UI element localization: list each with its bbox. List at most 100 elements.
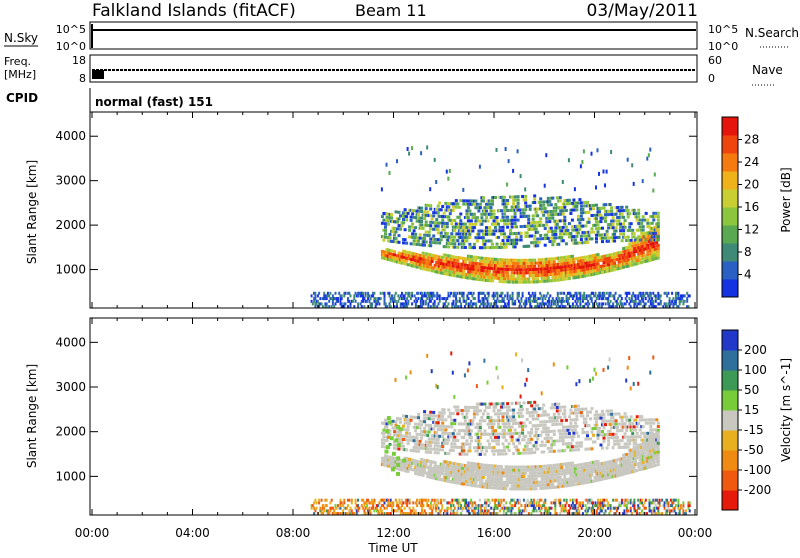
echo-cell: [483, 473, 486, 476]
echo-cell: [328, 294, 330, 297]
echo-cell: [636, 262, 639, 265]
echo-cell: [459, 300, 461, 303]
echo-cell: [679, 302, 681, 305]
echo-cell: [601, 227, 604, 230]
echo-cell: [482, 413, 485, 416]
echo-cell: [455, 302, 457, 305]
echo-cell: [544, 410, 547, 413]
echo-cell: [631, 163, 633, 167]
echo-cell: [547, 483, 550, 486]
echo-cell: [588, 211, 591, 214]
echo-cell: [586, 434, 589, 437]
freq-tick-top: 18: [72, 54, 86, 67]
echo-cell: [497, 236, 500, 239]
echo-cell: [636, 240, 639, 243]
echo-cell: [526, 408, 529, 411]
echo-cell: [441, 418, 444, 421]
echo-cell: [348, 292, 350, 295]
echo-cell: [395, 210, 398, 213]
echo-cell: [511, 222, 514, 225]
echo-cell: [541, 258, 544, 261]
echo-cell: [569, 477, 572, 480]
echo-cell: [470, 292, 472, 295]
echo-cell: [416, 243, 419, 246]
echo-cell: [514, 222, 517, 225]
echo-cell: [643, 254, 646, 257]
echo-cell: [551, 217, 554, 220]
echo-cell: [512, 294, 514, 297]
echo-cell: [478, 297, 480, 300]
echo-cell: [429, 263, 432, 266]
echo-cell: [453, 422, 456, 425]
echo-cell: [456, 406, 459, 409]
echo-cell: [533, 224, 536, 227]
echo-cell: [452, 449, 455, 452]
nave-label: Nave: [752, 63, 783, 77]
echo-cell: [438, 222, 441, 225]
freq-panel: Freq. [MHz] 18 8 60 0 Nave: [4, 54, 783, 85]
echo-cell: [591, 407, 594, 410]
echo-cell: [465, 416, 468, 419]
echo-cell: [615, 292, 617, 295]
echo-cell: [411, 232, 414, 235]
echo-cell: [440, 425, 443, 428]
echo-cell: [468, 236, 471, 239]
echo-cell: [426, 204, 429, 207]
echo-cell: [420, 433, 423, 436]
echo-cell: [559, 416, 562, 419]
echo-cell: [488, 233, 491, 236]
echo-cell: [643, 219, 646, 222]
echo-cell: [425, 241, 428, 244]
echo-cell: [527, 218, 530, 221]
echo-cell: [544, 227, 547, 230]
echo-cell: [633, 182, 635, 186]
echo-cell: [499, 280, 502, 283]
echo-cell: [456, 259, 459, 262]
echo-cell: [542, 224, 545, 227]
echo-cell: [620, 300, 622, 303]
echo-cell: [660, 294, 662, 297]
echo-cell: [490, 446, 493, 449]
echo-cell: [529, 441, 532, 444]
echo-cell: [574, 412, 577, 415]
echo-cell: [444, 245, 447, 248]
echo-cell: [514, 215, 517, 218]
echo-cell: [601, 240, 604, 243]
echo-cell: [546, 294, 548, 297]
echo-cell: [417, 416, 420, 419]
echo-cell: [666, 294, 668, 297]
echo-cell: [603, 413, 606, 416]
echo-cell: [381, 187, 383, 191]
echo-cell: [436, 292, 438, 295]
echo-cell: [642, 297, 644, 300]
echo-cell: [594, 214, 597, 217]
echo-cell: [437, 441, 440, 444]
echo-cell: [562, 226, 565, 229]
echo-cell: [670, 302, 672, 305]
echo-cell: [506, 446, 509, 449]
echo-cell: [627, 239, 630, 242]
echo-cell: [586, 468, 589, 471]
echo-cell: [520, 481, 523, 484]
echo-cell: [450, 422, 453, 425]
echo-cell: [311, 294, 313, 297]
echo-cell: [434, 221, 437, 224]
echo-cell: [627, 249, 630, 252]
echo-cell: [575, 208, 578, 211]
echo-cell: [541, 391, 543, 395]
echo-cell: [490, 416, 493, 419]
echo-cell: [477, 210, 480, 213]
echo-cell: [450, 419, 453, 422]
echo-cell: [507, 292, 509, 295]
echo-cell: [487, 439, 490, 442]
echo-cell: [443, 266, 446, 269]
echo-cell: [541, 294, 543, 297]
echo-cell: [597, 148, 599, 152]
echo-cell: [502, 416, 505, 419]
echo-cell: [526, 231, 529, 234]
echo-cell: [572, 235, 575, 238]
echo-cell: [521, 195, 524, 198]
echo-cell: [601, 478, 604, 481]
echo-cell: [550, 203, 553, 206]
echo-cell: [482, 200, 485, 203]
